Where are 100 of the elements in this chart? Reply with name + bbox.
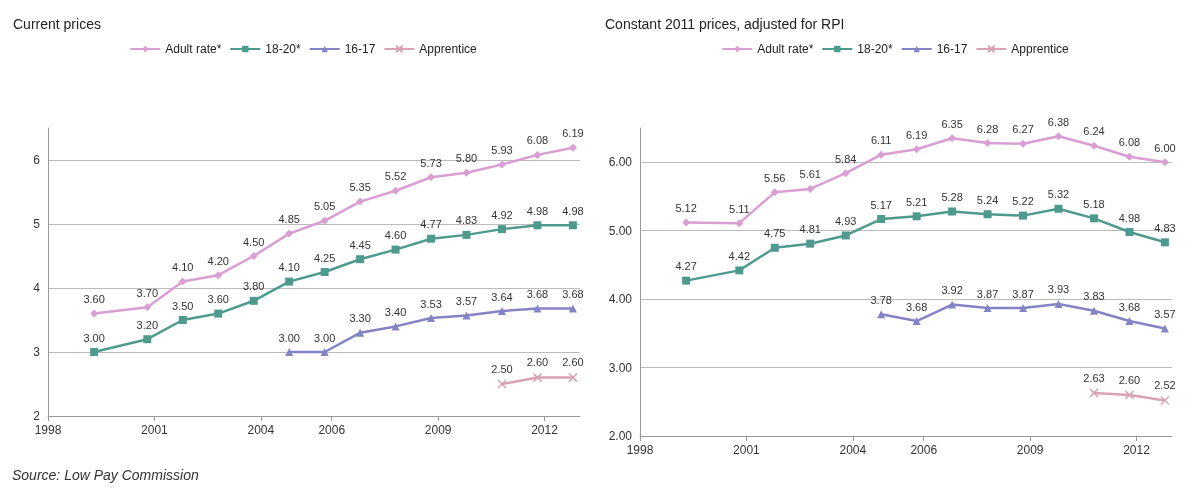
data-label: 2.52 xyxy=(1154,379,1176,392)
point xyxy=(1160,395,1170,406)
data-label: 5.84 xyxy=(835,152,857,165)
point xyxy=(90,309,99,318)
point xyxy=(877,215,886,224)
point xyxy=(320,348,329,356)
data-label: 2.50 xyxy=(491,362,513,375)
data-label: 3.50 xyxy=(172,299,194,312)
data-label: 2.60 xyxy=(1118,373,1141,386)
point xyxy=(948,207,957,216)
point xyxy=(983,139,992,148)
data-label: 5.18 xyxy=(1083,197,1105,210)
point xyxy=(912,317,921,326)
data-label: 6.08 xyxy=(526,134,549,147)
x-tick-label: 2012 xyxy=(1123,443,1151,457)
data-label: 3.00 xyxy=(278,331,300,344)
x-tick-label: 2004 xyxy=(839,443,867,457)
data-label: 3.57 xyxy=(455,295,478,308)
data-label: 4.10 xyxy=(278,261,300,274)
y-tick-label: 4 xyxy=(33,281,41,295)
point xyxy=(497,160,506,169)
data-label: 4.77 xyxy=(420,218,442,231)
point xyxy=(1019,211,1028,220)
data-label: 3.60 xyxy=(207,293,229,306)
point xyxy=(1019,304,1028,313)
x-tick-label: 2004 xyxy=(247,423,275,437)
data-label: 5.93 xyxy=(491,143,513,156)
data-label: 3.92 xyxy=(941,284,963,297)
data-label: 5.35 xyxy=(349,181,371,194)
point xyxy=(178,316,187,324)
point xyxy=(735,266,744,275)
data-label: 4.20 xyxy=(207,254,229,267)
y-tick-label: 2.00 xyxy=(608,429,633,443)
x-tick-label: 2006 xyxy=(318,423,346,437)
data-label: 5.73 xyxy=(420,156,442,169)
point xyxy=(285,348,294,356)
data-label: 4.83 xyxy=(1154,221,1176,234)
data-label: 4.27 xyxy=(675,260,697,273)
data-label: 3.64 xyxy=(491,290,513,303)
data-label: 3.00 xyxy=(313,331,336,344)
point xyxy=(568,372,578,383)
data-label: 3.57 xyxy=(1154,308,1176,321)
data-label: 6.19 xyxy=(905,128,928,141)
data-label: 4.25 xyxy=(313,251,336,264)
point xyxy=(912,212,921,221)
data-label: 3.68 xyxy=(562,287,584,300)
point xyxy=(497,307,506,316)
point xyxy=(806,184,815,193)
point xyxy=(1160,324,1169,333)
data-label: 4.81 xyxy=(799,223,821,236)
point xyxy=(178,277,187,286)
data-label: 5.28 xyxy=(941,191,963,203)
legend-label: Apprentice xyxy=(1011,42,1070,56)
data-label: 4.60 xyxy=(384,229,407,242)
point xyxy=(320,216,329,225)
point xyxy=(1089,388,1099,398)
data-label: 5.22 xyxy=(1012,195,1034,208)
data-label: 3.70 xyxy=(136,286,159,299)
point xyxy=(841,231,850,240)
point xyxy=(214,309,223,318)
point xyxy=(497,225,506,234)
y-tick-label: 5.00 xyxy=(608,223,633,238)
data-label: 5.56 xyxy=(764,171,786,184)
y-tick-label: 2 xyxy=(33,409,41,423)
point xyxy=(427,234,436,243)
data-label: 4.42 xyxy=(728,249,751,262)
point xyxy=(462,168,471,177)
data-label: 2.60 xyxy=(526,356,549,369)
data-label: 4.50 xyxy=(243,235,265,248)
point xyxy=(356,255,365,264)
point xyxy=(983,210,992,219)
data-label: 3.80 xyxy=(243,280,265,293)
data-label: 3.68 xyxy=(1118,300,1141,313)
point xyxy=(214,271,223,280)
point xyxy=(568,221,577,230)
data-label: 5.61 xyxy=(799,168,821,181)
point xyxy=(427,314,436,323)
data-label: 6.08 xyxy=(1118,136,1141,149)
point xyxy=(462,230,471,239)
data-label: 3.87 xyxy=(1012,287,1034,300)
point xyxy=(143,303,152,312)
source-note: Source: Low Pay Commission xyxy=(12,467,199,483)
point xyxy=(912,145,921,154)
data-label: 3.87 xyxy=(976,287,999,300)
point xyxy=(1125,317,1134,326)
data-label: 5.05 xyxy=(313,200,336,213)
point xyxy=(1054,204,1063,213)
point xyxy=(983,304,992,313)
legend-label: 18-20* xyxy=(265,42,301,56)
point xyxy=(249,252,258,260)
point xyxy=(1160,238,1169,247)
point xyxy=(682,276,691,285)
data-label: 3.60 xyxy=(83,293,105,306)
point xyxy=(877,150,886,159)
data-label: 4.10 xyxy=(172,261,194,274)
legend-label: 16-17 xyxy=(936,42,968,56)
data-label: 6.28 xyxy=(976,122,999,135)
data-label: 6.19 xyxy=(562,127,584,140)
point xyxy=(356,197,365,206)
point xyxy=(391,245,400,254)
